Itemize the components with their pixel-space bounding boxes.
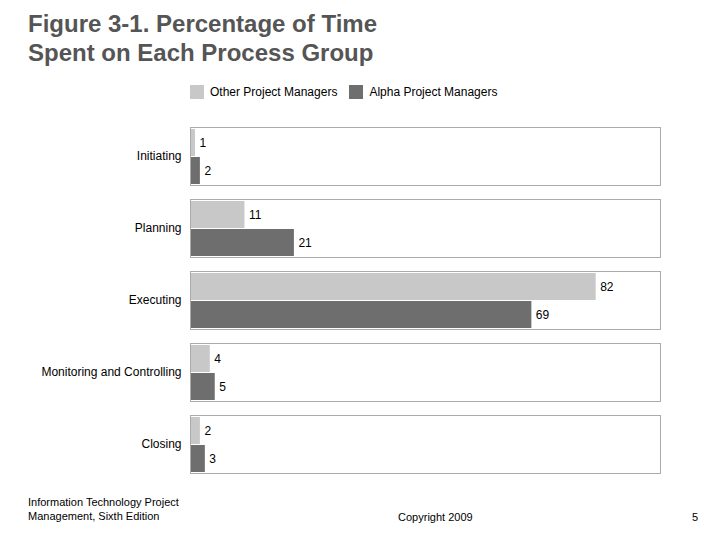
svg-text:21: 21 xyxy=(298,235,312,249)
svg-text:Planning: Planning xyxy=(135,221,182,235)
svg-text:82: 82 xyxy=(600,279,614,293)
svg-text:Monitoring and Controlling: Monitoring and Controlling xyxy=(41,365,181,379)
html-text:5: 5 xyxy=(691,511,698,524)
svg-text:69: 69 xyxy=(536,307,550,321)
svg-text:Closing: Closing xyxy=(141,437,181,451)
html-text:Information Technology Project: Information Technology Project Managemen… xyxy=(28,495,179,522)
svg-text:Executing: Executing xyxy=(129,293,182,307)
svg-text:Initiating: Initiating xyxy=(137,149,182,163)
html-text:Alpha Project Managers: Alpha Project Managers xyxy=(369,85,498,100)
svg-text:2: 2 xyxy=(204,423,211,437)
svg-text:5: 5 xyxy=(219,379,226,393)
svg-text:3: 3 xyxy=(209,451,216,465)
svg-text:1: 1 xyxy=(199,135,206,149)
html-text:Copyright 2009: Copyright 2009 xyxy=(398,511,473,524)
svg-text:4: 4 xyxy=(214,351,221,365)
html-text:Figure 3-1. Percentage of Time: Figure 3-1. Percentage of Time Spent on … xyxy=(28,10,377,66)
svg-text:2: 2 xyxy=(204,163,211,177)
svg-text:11: 11 xyxy=(249,207,262,221)
html-text:Other Project Managers: Other Project Managers xyxy=(210,85,338,100)
